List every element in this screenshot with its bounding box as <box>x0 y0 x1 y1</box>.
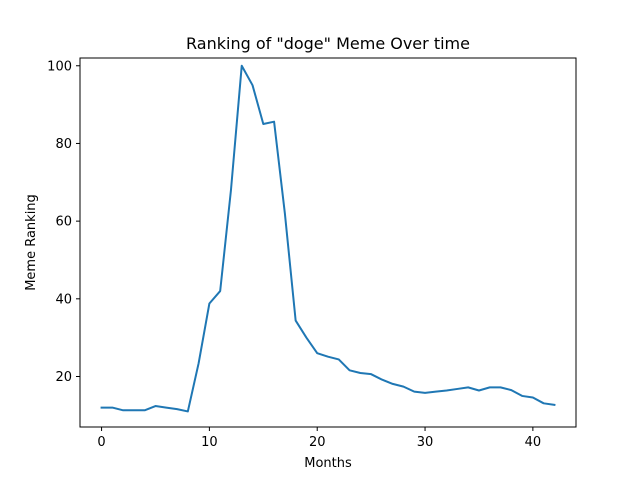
y-tick-label: 40 <box>55 292 72 307</box>
plot-area <box>100 64 556 413</box>
y-axis-label: Meme Ranking <box>24 194 39 291</box>
x-axis-label: Months <box>304 456 352 471</box>
series-line <box>100 64 556 413</box>
y-tick-label: 80 <box>55 137 72 152</box>
x-tick-label: 30 <box>417 435 434 450</box>
x-tick-label: 10 <box>201 435 218 450</box>
y-tick-label: 20 <box>55 370 72 385</box>
x-axis: 0 10 20 30 40 <box>97 427 541 450</box>
x-tick-label: 40 <box>525 435 542 450</box>
x-tick-label: 0 <box>97 435 105 450</box>
chart-title: Ranking of "doge" Meme Over time <box>186 34 470 53</box>
y-tick-label: 100 <box>47 59 72 74</box>
y-tick-label: 60 <box>55 215 72 230</box>
y-axis: 20 40 60 80 100 <box>47 59 80 385</box>
x-tick-label: 20 <box>309 435 326 450</box>
plot-frame <box>79 57 577 428</box>
